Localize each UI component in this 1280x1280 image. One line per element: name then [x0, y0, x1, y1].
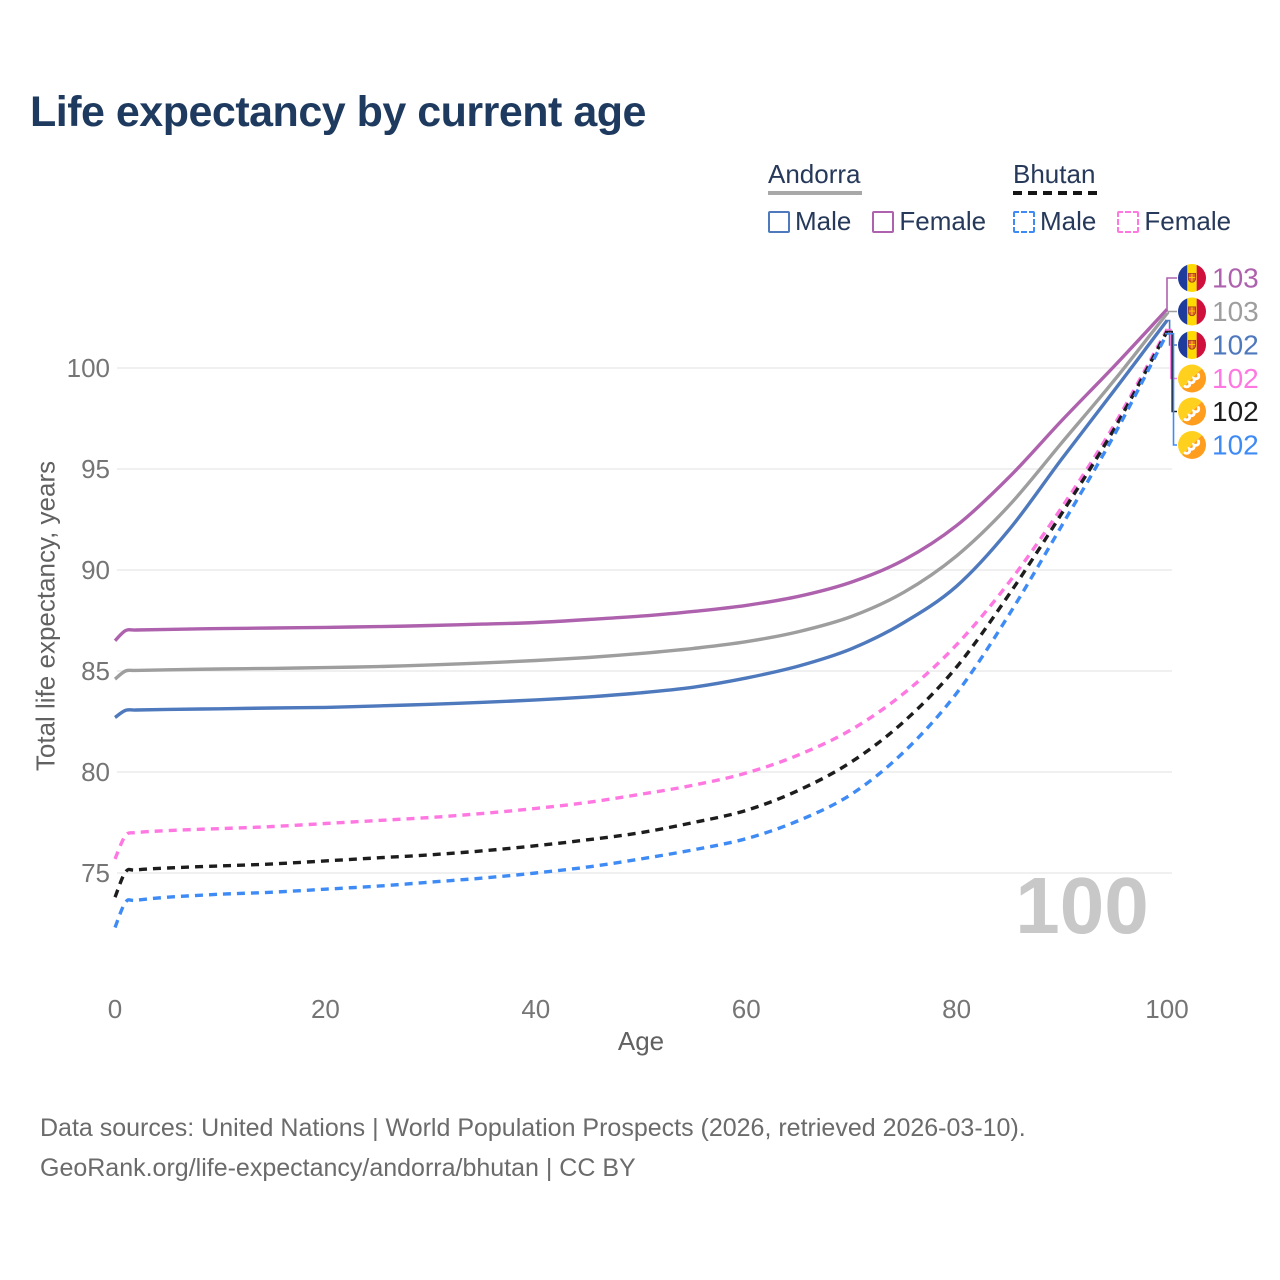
end-value-label: 103 [1212, 263, 1259, 294]
x-axis-title: Age [618, 1026, 664, 1056]
legend-andorra-title: Andorra [768, 159, 861, 189]
series-line-andorra_male [114, 319, 1169, 719]
legend-andorra-line-swatch [768, 191, 862, 195]
legend-andorra-male-checkbox[interactable] [768, 210, 790, 233]
end-value-label: 102 [1212, 396, 1259, 427]
legend: Andorra Male Female Bhutan Male Female [768, 160, 1268, 240]
y-tick-label: 80 [81, 757, 110, 787]
footer: Data sources: United Nations | World Pop… [40, 1108, 1026, 1188]
end-value-label: 102 [1212, 363, 1259, 394]
legend-bhutan-female-label: Female [1144, 206, 1232, 236]
series-line-bhutan_both [113, 330, 1169, 898]
legend-group-andorra: Andorra Male Female [768, 160, 1007, 237]
current-age-watermark: 100 [1015, 861, 1149, 950]
legend-bhutan-line-swatch [1013, 191, 1103, 195]
end-label-connector [1165, 332, 1177, 446]
end-value-label: 103 [1212, 296, 1259, 327]
end-label-connector [1165, 328, 1177, 380]
x-tick-label: 40 [521, 994, 550, 1024]
series-line-andorra_female [113, 308, 1169, 642]
x-tick-label: 20 [311, 994, 340, 1024]
andorra-flag-icon [1178, 331, 1206, 359]
footer-data-sources: Data sources: United Nations | World Pop… [40, 1114, 1026, 1142]
legend-andorra-female-label: Female [899, 206, 987, 236]
andorra-flag-icon [1178, 297, 1206, 326]
end-value-label: 102 [1212, 430, 1259, 461]
legend-andorra-female-checkbox[interactable] [872, 210, 895, 233]
andorra-flag-icon [1178, 264, 1206, 292]
footer-attribution: GeoRank.org/life-expectancy/andorra/bhut… [40, 1154, 636, 1182]
x-tick-label: 0 [108, 994, 122, 1024]
y-axis-title: Total life expectancy, years [30, 460, 61, 772]
y-tick-label: 95 [81, 454, 110, 484]
end-label-connector [1165, 277, 1177, 311]
bhutan-flag-icon [1178, 431, 1206, 459]
end-label-connector [1165, 330, 1177, 413]
series-line-bhutan_male [113, 332, 1169, 929]
page-title: Life expectancy by current age [30, 88, 646, 136]
bhutan-flag-icon [1178, 364, 1206, 393]
legend-bhutan-female-checkbox[interactable] [1117, 210, 1140, 233]
x-tick-label: 80 [942, 994, 971, 1024]
series-line-bhutan_female [113, 328, 1169, 860]
legend-andorra-male-label: Male [795, 206, 852, 236]
y-tick-label: 75 [81, 858, 110, 888]
y-tick-label: 85 [81, 656, 110, 686]
end-label-connector [1165, 310, 1177, 315]
bhutan-flag-icon [1178, 397, 1206, 426]
x-tick-label: 100 [1145, 994, 1188, 1024]
legend-bhutan-male-label: Male [1040, 206, 1097, 236]
y-tick-label: 90 [81, 555, 110, 585]
x-tick-label: 60 [732, 994, 761, 1024]
legend-bhutan-title: Bhutan [1013, 159, 1096, 189]
legend-group-bhutan: Bhutan Male Female [1013, 160, 1252, 237]
y-tick-label: 100 [67, 353, 110, 383]
legend-bhutan-male-checkbox[interactable] [1013, 210, 1035, 233]
series-line-andorra_both [113, 312, 1169, 681]
end-value-label: 102 [1212, 330, 1259, 361]
